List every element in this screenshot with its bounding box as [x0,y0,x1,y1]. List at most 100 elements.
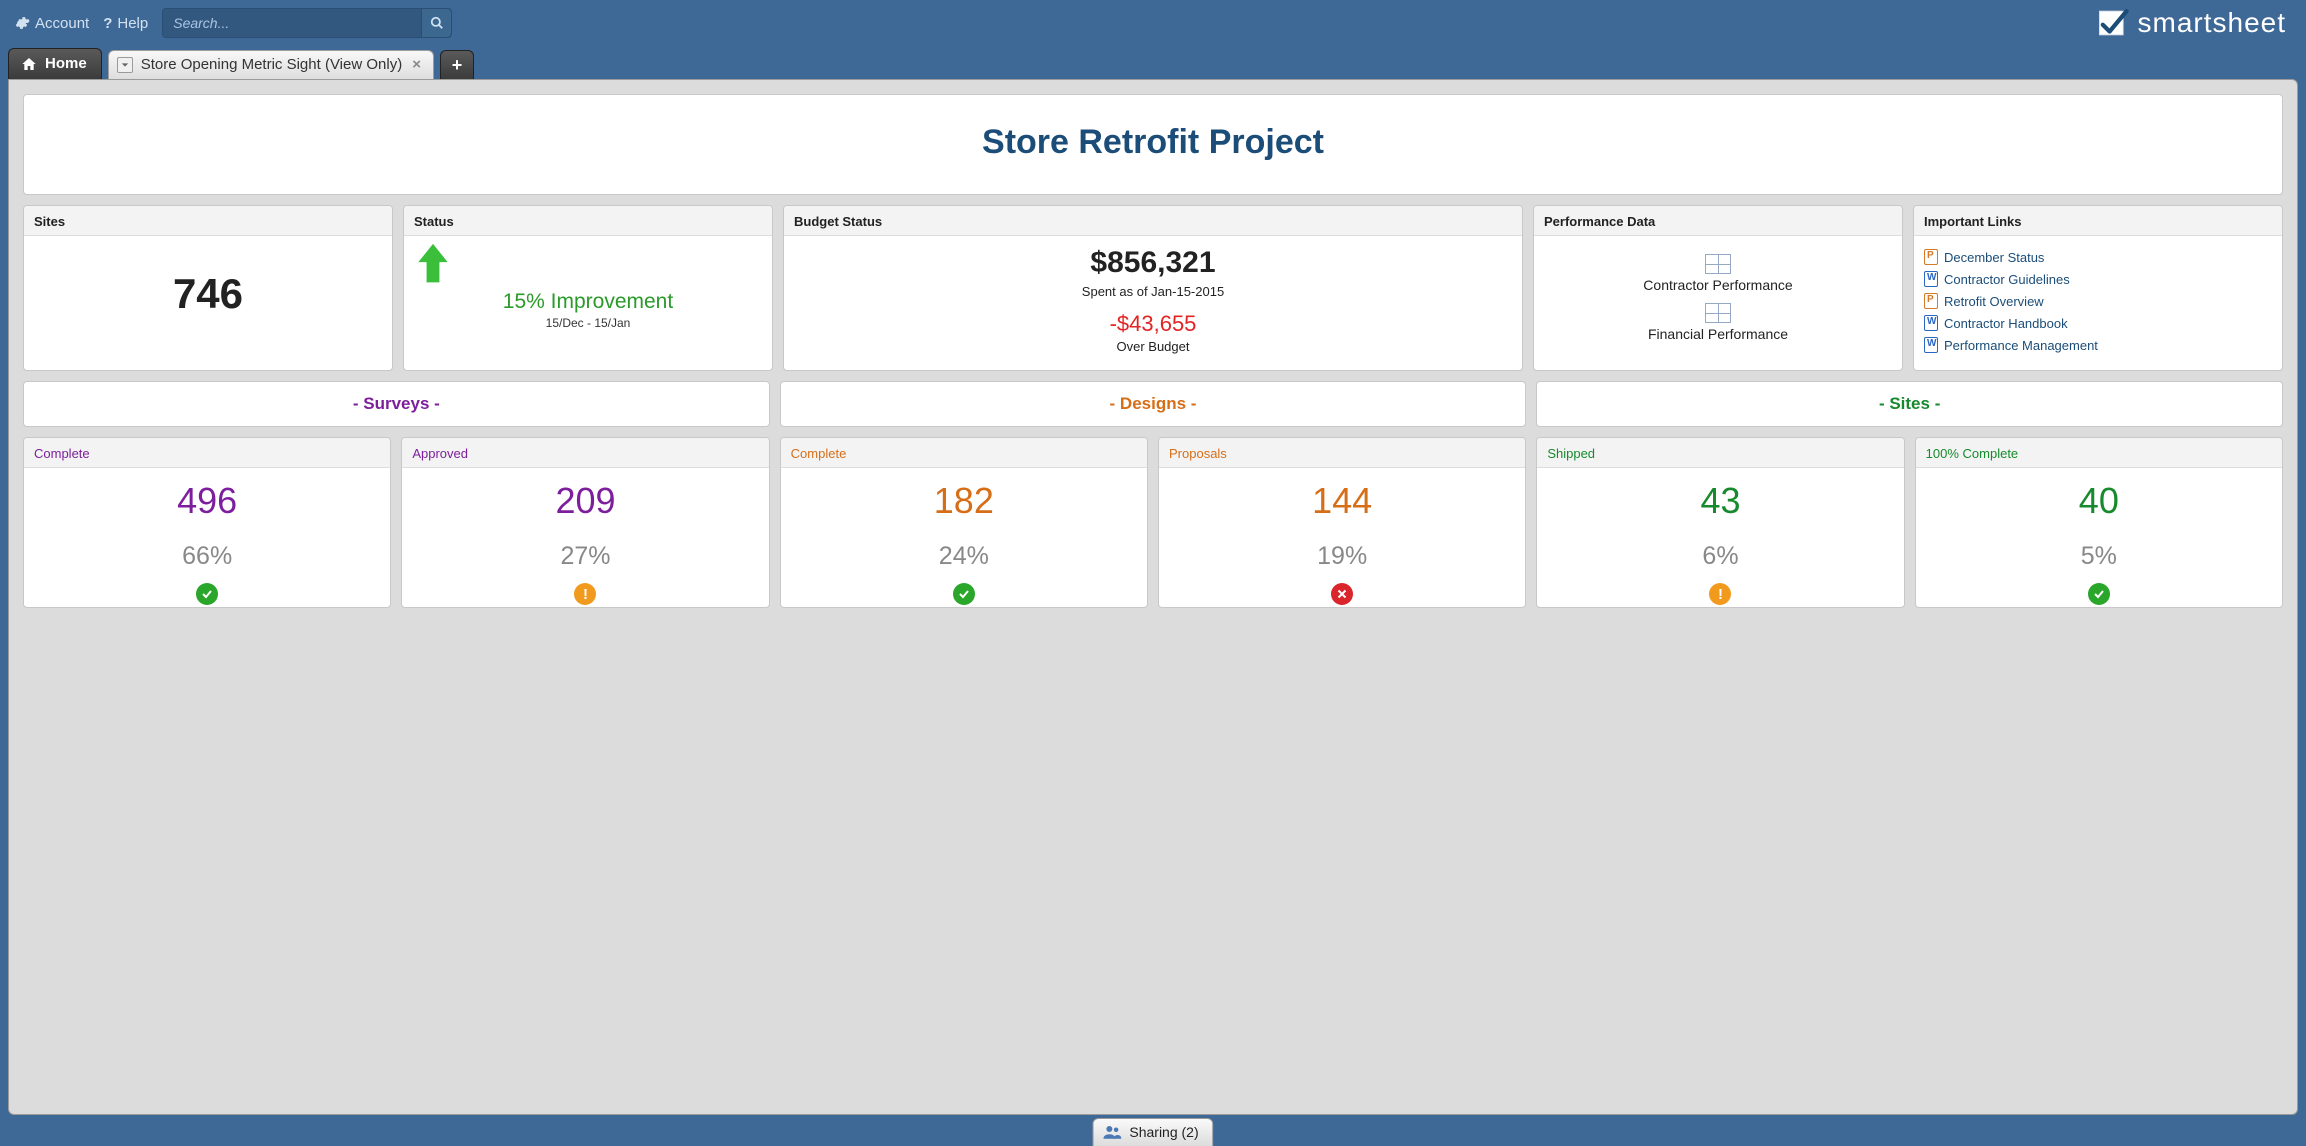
status-ok-icon [953,583,975,605]
metric-value: 209 [402,468,768,524]
powerpoint-icon [1924,293,1938,309]
status-ok-icon [196,583,218,605]
summary-row: Sites 746 Status 15% Improvement 15/Dec … [23,205,2283,371]
metric-percent: 27% [402,524,768,579]
metric-status-icon-wrap: ! [1537,579,1903,607]
metric-card: Approved20927%! [401,437,769,608]
metric-card: Shipped436%! [1536,437,1904,608]
budget-card: Budget Status $856,321 Spent as of Jan-1… [783,205,1523,371]
sites-header: Sites [24,206,392,236]
help-label: Help [117,15,148,32]
dashboard-title: Store Retrofit Project [24,123,2282,162]
account-link[interactable]: Account [14,15,89,32]
performance-card: Performance Data Contractor Performance … [1533,205,1903,371]
new-tab-button[interactable]: + [440,50,474,79]
title-card: Store Retrofit Project [23,94,2283,195]
powerpoint-icon [1924,249,1938,265]
search-button[interactable] [421,9,451,37]
sharing-label: Sharing (2) [1129,1124,1198,1140]
performance-item-1[interactable]: Contractor Performance [1544,254,1892,293]
metric-status-icon-wrap [1159,579,1525,607]
important-link[interactable]: December Status [1924,246,2272,268]
word-icon [1924,337,1938,353]
section-surveys: - Surveys - [23,381,770,427]
important-link[interactable]: Performance Management [1924,334,2272,356]
dashboard: Store Retrofit Project Sites 746 Status … [23,94,2283,1100]
metric-label: Shipped [1537,438,1903,468]
metric-label: Approved [402,438,768,468]
metric-value: 496 [24,468,390,524]
help-link[interactable]: ? Help [103,15,148,32]
tab-dropdown[interactable] [117,57,133,73]
status-improvement: 15% Improvement [414,290,762,314]
link-label: December Status [1944,250,2044,265]
status-error-icon [1331,583,1353,605]
metric-card: Complete49666% [23,437,391,608]
tab-close-button[interactable]: × [410,56,423,73]
status-ok-icon [2088,583,2110,605]
search-input[interactable] [173,15,421,31]
section-header-row: - Surveys - - Designs - - Sites - [23,381,2283,427]
brand-logo: smartsheet [2096,6,2293,40]
budget-spent-label: Spent as of Jan-15-2015 [794,284,1512,299]
word-icon [1924,315,1938,331]
sheet-icon [1705,303,1731,323]
metric-value: 40 [1916,468,2282,524]
status-warning-icon: ! [574,583,596,605]
performance-header: Performance Data [1534,206,1902,236]
metric-label: Complete [24,438,390,468]
links-card: Important Links December Status Contracto… [1913,205,2283,371]
link-label: Contractor Guidelines [1944,272,2070,287]
top-bar: Account ? Help smartsheet [0,0,2306,42]
gear-icon [14,15,30,31]
link-label: Retrofit Overview [1944,294,2044,309]
important-link[interactable]: Contractor Guidelines [1924,268,2272,290]
link-label: Contractor Handbook [1944,316,2068,331]
metric-value: 182 [781,468,1147,524]
section-sites: - Sites - [1536,381,2283,427]
sheet-tab[interactable]: Store Opening Metric Sight (View Only) × [108,50,434,79]
metric-label: 100% Complete [1916,438,2282,468]
metric-card: Complete18224% [780,437,1148,608]
performance-item-2[interactable]: Financial Performance [1544,303,1892,342]
status-header: Status [404,206,772,236]
link-label: Performance Management [1944,338,2098,353]
metric-percent: 19% [1159,524,1525,579]
status-warning-icon: ! [1709,583,1731,605]
metrics-row: Complete49666%Approved20927%!Complete182… [23,437,2283,608]
metric-status-icon-wrap: ! [402,579,768,607]
section-designs: - Designs - [780,381,1527,427]
metric-value: 144 [1159,468,1525,524]
search-box [162,8,452,38]
budget-spent-amount: $856,321 [794,246,1512,280]
status-date-range: 15/Dec - 15/Jan [414,316,762,330]
metric-label: Complete [781,438,1147,468]
metric-percent: 66% [24,524,390,579]
metric-label: Proposals [1159,438,1525,468]
home-tab-label: Home [45,55,87,72]
important-link[interactable]: Contractor Handbook [1924,312,2272,334]
important-link[interactable]: Retrofit Overview [1924,290,2272,312]
sites-value: 746 [24,236,392,344]
logo-checkmark-icon [2096,6,2130,40]
home-tab[interactable]: Home [8,48,102,79]
links-header: Important Links [1914,206,2282,236]
metric-percent: 5% [1916,524,2282,579]
sites-card: Sites 746 [23,205,393,371]
performance-item-2-label: Financial Performance [1648,326,1788,342]
people-icon [1103,1125,1121,1139]
help-icon: ? [103,15,112,32]
work-frame: Store Retrofit Project Sites 746 Status … [8,79,2298,1115]
metric-percent: 24% [781,524,1147,579]
sharing-tab[interactable]: Sharing (2) [1092,1118,1213,1146]
metric-percent: 6% [1537,524,1903,579]
status-card: Status 15% Improvement 15/Dec - 15/Jan [403,205,773,371]
budget-over-amount: -$43,655 [794,311,1512,337]
search-icon [430,16,444,30]
sheet-tab-title: Store Opening Metric Sight (View Only) [141,56,403,73]
metric-status-icon-wrap [781,579,1147,607]
metric-card: 100% Complete405% [1915,437,2283,608]
budget-over-label: Over Budget [794,339,1512,354]
word-icon [1924,271,1938,287]
tab-strip: Home Store Opening Metric Sight (View On… [0,42,2306,79]
